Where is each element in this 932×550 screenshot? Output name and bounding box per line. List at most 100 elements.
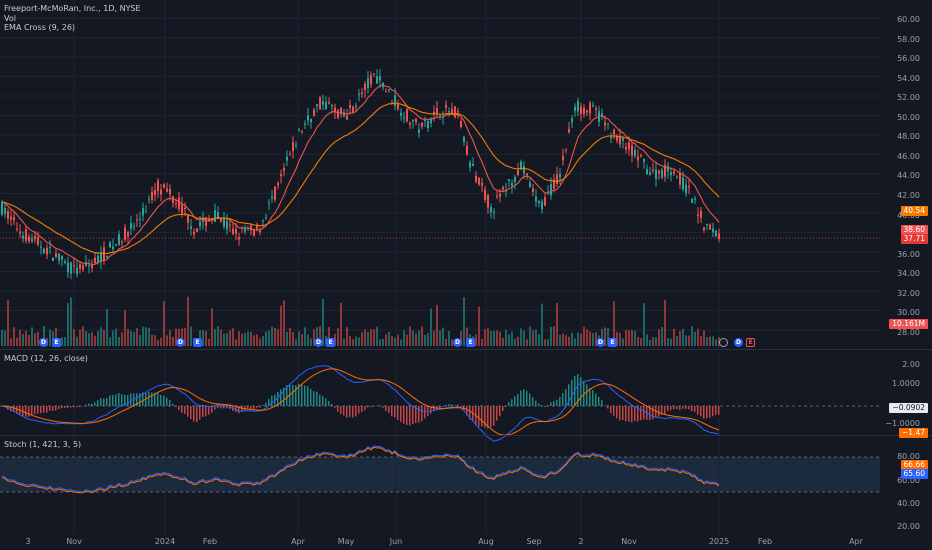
macd-histogram-bar xyxy=(109,395,111,406)
candle-body xyxy=(220,218,222,222)
volume-bar xyxy=(151,334,153,346)
earnings-marker[interactable]: E xyxy=(52,338,61,347)
volume-bar xyxy=(403,330,405,346)
pane-divider-price[interactable] xyxy=(0,349,932,350)
dividend-marker[interactable]: D xyxy=(314,338,323,347)
macd-tick: 2.00 xyxy=(902,360,920,369)
macd-histogram-bar xyxy=(379,405,381,407)
macd-histogram-bar xyxy=(10,406,12,412)
candle-body xyxy=(130,223,132,229)
earnings-marker[interactable]: E xyxy=(608,338,617,347)
candle-body xyxy=(433,111,435,115)
macd-histogram-bar xyxy=(394,406,396,418)
macd-histogram-bar xyxy=(691,406,693,412)
dividend-marker[interactable]: D xyxy=(453,338,462,347)
candle-body xyxy=(418,129,420,133)
volume-bar xyxy=(157,339,159,346)
candle-body xyxy=(100,252,102,263)
pane-divider-macd[interactable] xyxy=(0,435,932,436)
macd-histogram-bar xyxy=(295,385,297,406)
macd-histogram-bar xyxy=(400,406,402,423)
earnings-marker[interactable]: E xyxy=(193,338,202,347)
macd-histogram-bar xyxy=(43,406,45,413)
macd-histogram-bar xyxy=(13,406,15,413)
candle-body xyxy=(277,182,279,186)
earnings-marker[interactable]: E xyxy=(466,338,475,347)
price-tick: 32.00 xyxy=(897,289,920,298)
x-axis-label: Apr xyxy=(291,537,305,546)
macd-histogram-bar xyxy=(493,406,495,426)
macd-histogram-bar xyxy=(370,406,372,408)
dividend-marker[interactable]: D xyxy=(39,338,48,347)
candle-body xyxy=(493,211,495,213)
macd-histogram-bar xyxy=(466,406,468,416)
macd-histogram-bar xyxy=(406,406,408,425)
macd-histogram-bar xyxy=(28,406,30,417)
volume-bar xyxy=(190,326,192,346)
macd-histogram-bar xyxy=(517,394,519,406)
candle-body xyxy=(691,198,693,204)
volume-bar xyxy=(142,326,144,346)
macd-histogram-bar xyxy=(340,406,342,415)
macd-histogram-bar xyxy=(403,406,405,424)
macd-histogram-bar xyxy=(625,406,627,422)
candle-body xyxy=(403,117,405,119)
candle-body xyxy=(28,236,30,242)
macd-histogram-bar xyxy=(556,399,558,406)
macd-histogram-bar xyxy=(148,392,150,406)
candle-body xyxy=(331,105,333,107)
candle-body xyxy=(361,92,363,95)
volume-bar xyxy=(37,331,39,346)
macd-histogram-bar xyxy=(712,406,714,417)
macd-histogram-bar xyxy=(154,392,156,406)
volume-bar xyxy=(61,337,63,346)
volume-bar xyxy=(697,328,699,346)
macd-histogram-bar xyxy=(436,406,438,410)
volume-bar xyxy=(148,327,150,346)
earnings-marker[interactable]: E xyxy=(746,338,755,347)
volume-bar xyxy=(112,330,114,346)
macd-histogram-bar xyxy=(583,380,585,406)
macd-histogram-bar xyxy=(682,406,684,409)
macd-histogram-bar xyxy=(685,406,687,410)
volume-bar xyxy=(466,327,468,346)
dividend-marker[interactable]: D xyxy=(734,338,743,347)
dividend-marker[interactable]: D xyxy=(176,338,185,347)
macd-histogram-bar xyxy=(310,388,312,406)
candle-body xyxy=(718,233,720,240)
volume-bar xyxy=(586,329,588,346)
split-icon[interactable] xyxy=(719,338,728,347)
candle-body xyxy=(445,104,447,108)
macd-histogram-bar xyxy=(304,385,306,406)
candle-body xyxy=(169,188,171,195)
macd-histogram-bar xyxy=(505,406,507,407)
volume-bar xyxy=(487,328,489,346)
volume-bar xyxy=(235,339,237,346)
candle-body xyxy=(367,78,369,89)
candle-body xyxy=(319,97,321,110)
macd-histogram-bar xyxy=(337,406,339,412)
dividend-marker[interactable]: D xyxy=(596,338,605,347)
macd-histogram-bar xyxy=(688,406,690,410)
macd-histogram-bar xyxy=(526,390,528,406)
candle-body xyxy=(289,154,291,156)
candle-body xyxy=(214,210,216,222)
candle-body xyxy=(262,220,264,222)
volume-bar xyxy=(367,332,369,346)
earnings-marker[interactable]: E xyxy=(326,338,335,347)
volume-bar xyxy=(298,331,300,346)
candle-body xyxy=(412,119,414,122)
volume-bar xyxy=(634,330,636,346)
stoch-k-badge: 66.66 xyxy=(900,460,928,470)
candle-body xyxy=(112,246,114,250)
macd-histogram-bar xyxy=(130,393,132,406)
volume-bar xyxy=(328,326,330,346)
candle-body xyxy=(73,265,75,267)
candle-body xyxy=(208,218,210,221)
volume-bar xyxy=(520,328,522,346)
stoch-k-line xyxy=(1,445,720,493)
candle-body xyxy=(313,109,315,116)
candle-body xyxy=(619,135,621,145)
macd-badge: −0.0902 xyxy=(889,403,928,413)
